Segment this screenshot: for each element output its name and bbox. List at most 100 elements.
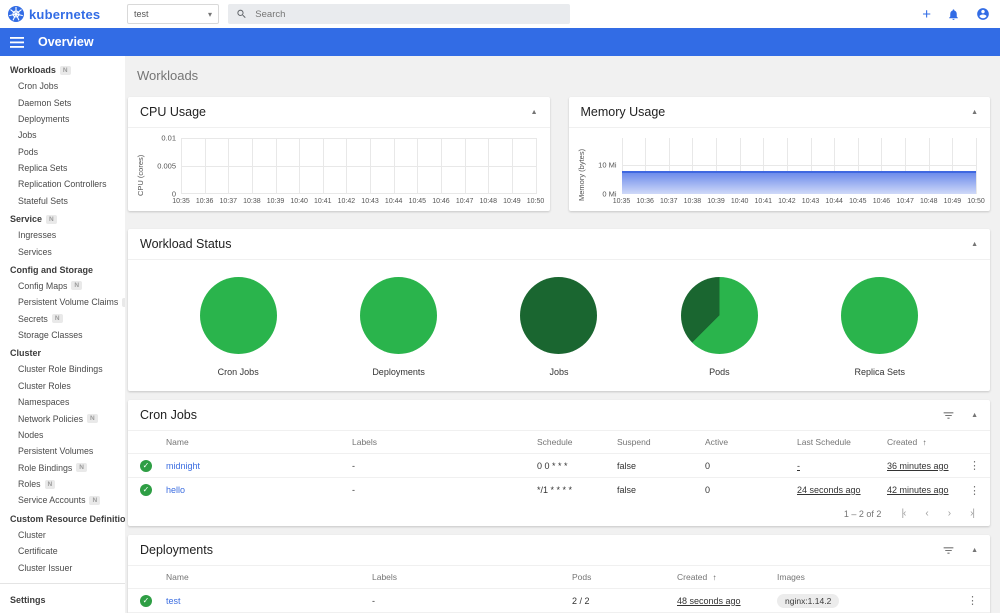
pagination: 1 – 2 of 2 |‹ ‹ › ›| — [128, 502, 990, 526]
collapse-button[interactable]: ▲ — [971, 547, 978, 554]
sidebar-item-storage-classes[interactable]: Storage Classes — [0, 327, 125, 343]
collapse-button[interactable]: ▲ — [971, 109, 978, 116]
sidebar-item-cluster[interactable]: Cluster — [0, 527, 125, 543]
chevron-up-icon: ▲ — [530, 108, 538, 116]
notifications-button[interactable] — [947, 8, 960, 21]
sidebar-item-custom-resource-definitions[interactable]: Custom Resource Definitions — [0, 509, 125, 527]
labels-cell: - — [372, 595, 375, 606]
create-resource-button[interactable]: + — [922, 5, 931, 23]
sidebar-item-ingresses[interactable]: Ingresses — [0, 227, 125, 243]
filter-icon — [943, 411, 954, 419]
sidebar-item-nodes[interactable]: Nodes — [0, 427, 125, 443]
account-button[interactable] — [976, 7, 990, 21]
sidebar-item-cluster-roles[interactable]: Cluster Roles — [0, 378, 125, 394]
sidebar-item-cluster[interactable]: Cluster — [0, 343, 125, 361]
sidebar-item-cron-jobs[interactable]: Cron Jobs — [0, 78, 125, 94]
sidebar-item-workloads[interactable]: Workloads N — [0, 60, 125, 78]
column-header-pods[interactable]: Pods — [572, 572, 592, 582]
pie-chart-jobs — [520, 277, 598, 354]
menu-button[interactable] — [10, 36, 24, 48]
namespaced-badge: N — [46, 214, 57, 224]
sidebar-item-cluster-issuer[interactable]: Cluster Issuer — [0, 559, 125, 575]
table-row: ✓ test - 2 / 2 48 seconds ago nginx:1.14.2 ⋮ — [128, 589, 990, 613]
first-page-icon[interactable]: |‹ — [901, 508, 906, 519]
search-bar[interactable] — [228, 4, 570, 24]
sidebar-item-settings[interactable]: Settings — [0, 590, 125, 608]
memory-plot-area: 10 Mi 0 Mi — [598, 138, 977, 199]
search-input[interactable] — [255, 8, 562, 20]
y-tick-label: 0 Mi — [602, 189, 617, 199]
chevron-up-icon: ▲ — [971, 546, 978, 554]
active-cell: 0 — [705, 485, 711, 495]
sidebar-item-label: Certificate — [18, 546, 58, 557]
last-page-icon[interactable]: ›| — [970, 508, 975, 519]
sidebar-item-role-bindings[interactable]: Role Bindings N — [0, 460, 125, 476]
cron-job-name-link[interactable]: midnight — [166, 460, 201, 471]
labels-cell: - — [352, 485, 355, 495]
sidebar-item-daemon-sets[interactable]: Daemon Sets — [0, 94, 125, 110]
kebab-menu-icon[interactable]: ⋮ — [969, 460, 980, 472]
gridline — [181, 166, 536, 167]
kubernetes-logo[interactable]: kubernetes — [8, 0, 100, 28]
page-breadcrumb-title: Overview — [38, 35, 94, 49]
x-tick-label: 10:36 — [636, 198, 654, 205]
cron-job-name-link[interactable]: hello — [166, 485, 186, 495]
sidebar-item-service[interactable]: Service N — [0, 209, 125, 227]
card-title: Memory Usage — [580, 105, 666, 119]
sidebar-item-config-and-storage[interactable]: Config and Storage — [0, 260, 125, 278]
x-tick-label: 10:42 — [337, 198, 356, 205]
column-header-images[interactable]: Images — [777, 572, 805, 582]
kebab-menu-icon[interactable]: ⋮ — [967, 595, 978, 607]
sidebar-item-about[interactable]: About — [0, 608, 125, 613]
sidebar-item-stateful-sets[interactable]: Stateful Sets — [0, 193, 125, 209]
column-header-created[interactable]: Created ↑ — [887, 437, 927, 447]
sidebar-item-replication-controllers[interactable]: Replication Controllers — [0, 176, 125, 192]
x-tick-label: 10:38 — [683, 198, 702, 205]
previous-page-icon[interactable]: ‹ — [925, 508, 929, 519]
next-page-icon[interactable]: › — [947, 508, 952, 519]
x-tick-label: 10:49 — [943, 198, 962, 205]
sidebar-item-persistent-volumes[interactable]: Persistent Volumes — [0, 443, 125, 459]
collapse-button[interactable]: ▲ — [531, 109, 538, 116]
sidebar-item-label: Secrets — [18, 313, 48, 324]
column-header-active[interactable]: Active — [705, 437, 729, 447]
sidebar-item-deployments[interactable]: Deployments — [0, 111, 125, 127]
y-tick-label: 0.01 — [161, 133, 176, 143]
sidebar-item-roles[interactable]: Roles N — [0, 476, 125, 492]
sidebar-item-persistent-volume-claims[interactable]: Persistent Volume ClaimsN — [0, 294, 125, 310]
collapse-button[interactable]: ▲ — [971, 412, 978, 419]
deployment-name-link[interactable]: test — [166, 595, 181, 606]
collapse-button[interactable]: ▲ — [971, 241, 978, 248]
column-header-created[interactable]: Created ↑ — [677, 572, 717, 582]
pie-label: Jobs — [549, 367, 569, 377]
column-header-schedule[interactable]: Schedule — [537, 437, 573, 447]
table-header-row: Name Labels Schedule Suspend Active Last Sche… — [128, 431, 990, 454]
namespaced-badge: N — [71, 281, 83, 291]
namespace-selector[interactable]: test ▾ — [127, 4, 219, 24]
namespaced-badge: N — [59, 65, 71, 75]
filter-button[interactable] — [942, 544, 955, 557]
sidebar-item-jobs[interactable]: Jobs — [0, 127, 125, 143]
x-tick-label: 10:37 — [219, 198, 238, 205]
column-header-suspend[interactable]: Suspend — [617, 437, 651, 447]
sidebar-item-certificate[interactable]: Certificate — [0, 543, 125, 559]
sidebar-item-replica-sets[interactable]: Replica Sets — [0, 160, 125, 176]
column-header-labels[interactable]: Labels — [352, 437, 378, 447]
sidebar-item-service-accounts[interactable]: Service Accounts N — [0, 492, 125, 508]
column-header-name[interactable]: Name — [166, 437, 189, 447]
sidebar-item-pods[interactable]: Pods — [0, 144, 125, 160]
sidebar-item-network-policies[interactable]: Network Policies N — [0, 410, 125, 426]
sidebar-item-config-maps[interactable]: Config Maps N — [0, 278, 125, 294]
sidebar-item-label: Cron Jobs — [18, 81, 59, 92]
workload-status-card: Workload Status ▲ Cron Jobs Deployments Jo… — [128, 229, 990, 391]
column-header-labels[interactable]: Labels — [372, 572, 398, 582]
card-header: Cron Jobs ▲ — [128, 400, 990, 431]
kebab-menu-icon[interactable]: ⋮ — [969, 484, 980, 497]
filter-button[interactable] — [942, 409, 955, 422]
column-header-name[interactable]: Name — [166, 572, 189, 582]
sidebar-item-services[interactable]: Services — [0, 243, 125, 259]
sidebar-item-namespaces[interactable]: Namespaces — [0, 394, 125, 410]
column-header-last-schedule[interactable]: Last Schedule — [797, 437, 851, 447]
sidebar-item-cluster-role-bindings[interactable]: Cluster Role Bindings — [0, 361, 125, 377]
sidebar-item-secrets[interactable]: Secrets N — [0, 311, 125, 327]
